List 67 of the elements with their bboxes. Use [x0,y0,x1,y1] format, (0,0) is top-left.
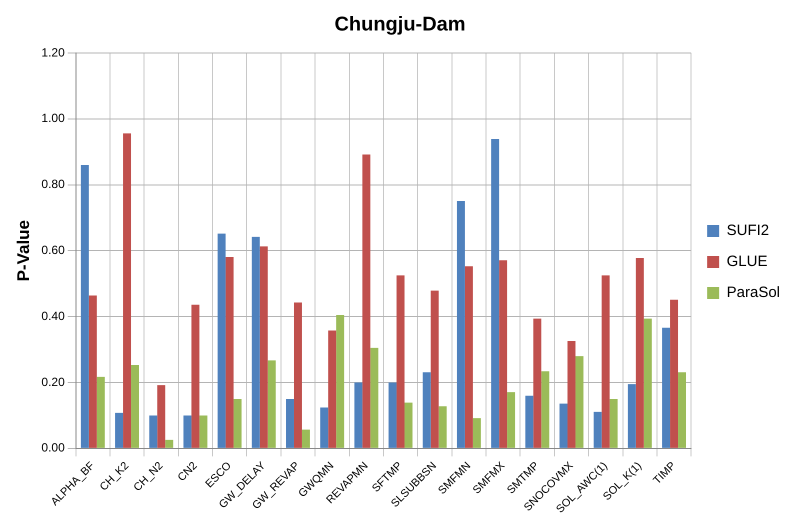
bar [560,404,568,448]
legend-label: GLUE [726,253,768,270]
chart-title: Chungju-Dam [334,14,466,36]
bar [594,412,602,448]
bar [354,382,362,448]
bar [678,372,686,448]
bar [636,258,644,448]
y-tick-label: 1.20 [41,45,66,60]
bar [165,440,174,448]
bar [96,376,105,448]
bar [328,330,336,448]
bar [396,275,405,448]
legend-label: ParaSol [726,284,780,302]
bar [234,398,242,448]
bar [388,382,397,448]
bar [567,340,576,448]
bar [115,412,124,448]
bar [422,372,431,448]
bar [131,365,140,448]
bar [302,430,310,448]
y-tick-label: 0.60 [41,243,66,258]
bar [362,154,370,448]
bar [472,418,481,448]
y-axis-title: P-Value [14,220,33,282]
bar [199,415,208,448]
y-tick-label: 0.00 [41,440,66,455]
y-tick-label: 0.80 [41,177,66,192]
bar [541,371,550,448]
y-tick-label: 0.40 [41,308,66,323]
bar [268,360,276,448]
bar [499,260,508,448]
bar [286,398,294,448]
bar [294,302,302,448]
y-tick-label: 1.00 [41,111,66,126]
bar [491,139,500,448]
bar [430,290,439,448]
bar [370,348,378,448]
bar [88,296,97,448]
bar [226,256,234,448]
bar [670,300,678,448]
x-tick-label: CN2 [176,460,200,484]
bar [260,246,268,448]
bar [438,406,447,448]
bar [80,165,89,448]
bar [252,236,260,448]
bar [533,318,542,448]
bar [218,234,226,448]
bar [149,415,158,448]
y-tick-label: 0.20 [41,374,66,389]
bar [575,356,584,448]
bar [662,328,670,448]
bar [525,396,534,448]
bar [464,266,473,448]
legend-label: SUFI2 [726,222,770,240]
bar [456,200,465,448]
bar [123,133,132,448]
bar [602,275,610,448]
bar [191,304,200,448]
bar [628,384,636,448]
bar [157,385,166,448]
bar [644,318,652,448]
bar [336,314,344,448]
bar [183,415,192,448]
bar [404,402,413,448]
bar [320,408,328,448]
bar [610,398,618,448]
bar [507,392,516,448]
